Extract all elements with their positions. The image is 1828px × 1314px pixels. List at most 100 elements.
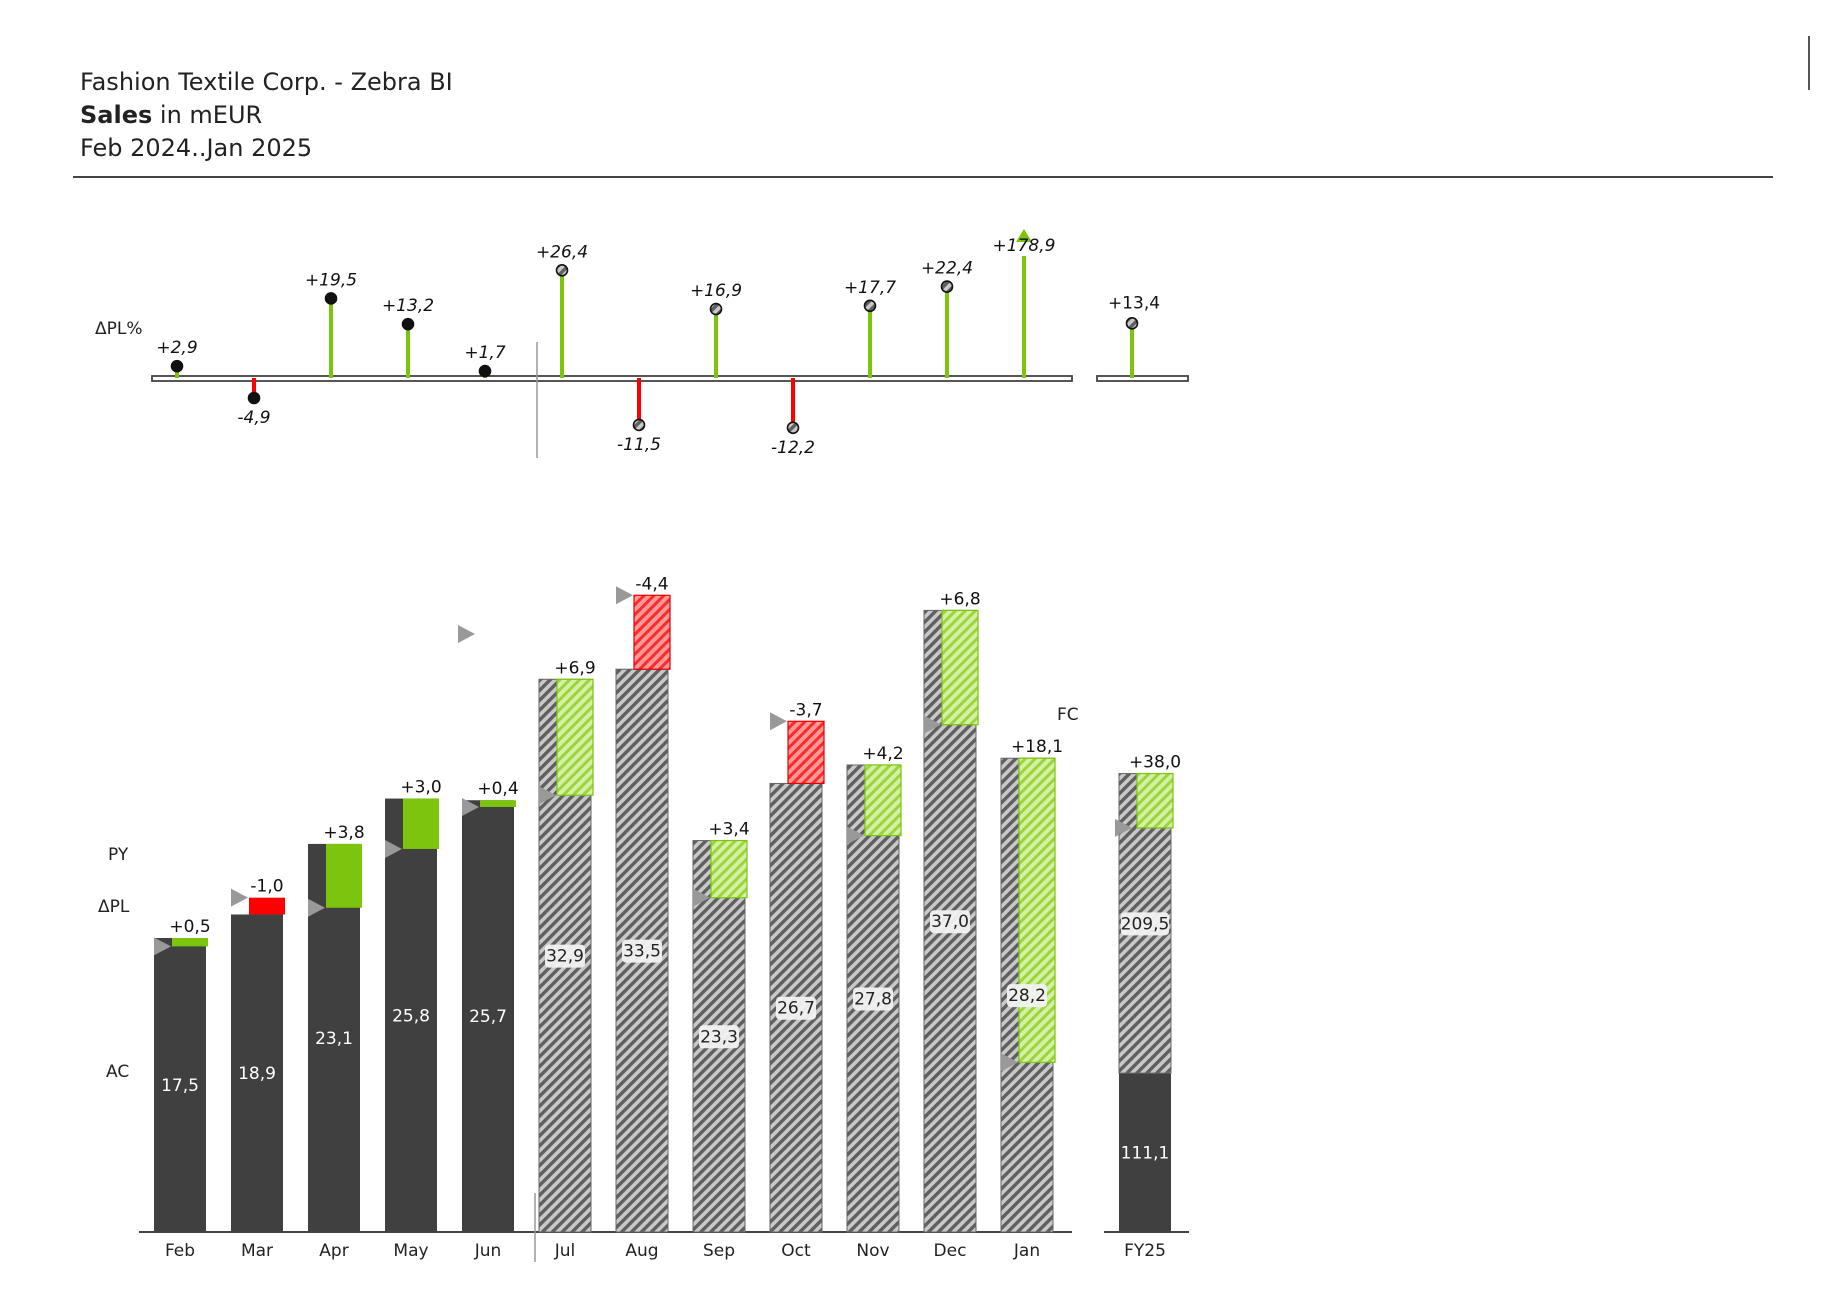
category-label-mar: Mar <box>241 1241 273 1261</box>
value-label-bg-jan <box>1007 984 1047 1008</box>
value-label-nov: 27,8 <box>854 989 892 1009</box>
delta-pl-bar-jun <box>480 800 516 807</box>
row-label-previous-year: PY <box>108 845 129 865</box>
delta-pl-percent-label-jun: +1,7 <box>464 343 505 363</box>
previous-year-marker-jun <box>462 797 479 816</box>
category-label-feb: Feb <box>165 1241 195 1261</box>
delta-pl-percent-label-oct: -12,2 <box>771 438 815 458</box>
previous-year-marker-sep <box>693 888 710 907</box>
delta-pl-label-jul: +6,9 <box>554 658 595 678</box>
company-title: Fashion Textile Corp. - Zebra BI <box>80 68 453 96</box>
delta-pl-percent-label-mar: -4,9 <box>237 408 270 428</box>
delta-pl-label-aug: -4,4 <box>635 574 668 594</box>
outlier-arrow-icon <box>1016 229 1032 242</box>
delta-pl-percent-total-baseline <box>1096 375 1189 382</box>
total-delta-pl-bar <box>1136 772 1174 829</box>
category-label-sep: Sep <box>703 1241 735 1261</box>
delta-pl-label-jun: +0,4 <box>477 779 518 799</box>
delta-pl-label-oct: -3,7 <box>789 700 822 720</box>
category-label-jul: Jul <box>554 1241 576 1261</box>
total-actual-label: 111,1 <box>1121 1144 1170 1164</box>
delta-pl-label-dec: +6,8 <box>939 589 980 609</box>
delta-pl-bar-aug <box>633 594 671 670</box>
delta-pl-percent-dot-may <box>401 317 415 331</box>
delta-pl-bar-jul <box>556 678 594 796</box>
delta-pl-percent-dot-nov <box>863 299 877 313</box>
period-title: Feb 2024..Jan 2025 <box>80 134 313 162</box>
chart-header: Fashion Textile Corp. - Zebra BI Sales i… <box>80 66 453 165</box>
delta-pl-label-sep: +3,4 <box>708 820 749 840</box>
delta-pl-label-may: +3,0 <box>400 778 441 798</box>
delta-pl-label-nov: +4,2 <box>862 744 903 764</box>
value-label-bg-aug <box>622 939 662 963</box>
value-label-bg-sep <box>699 1025 739 1049</box>
value-label-dec: 37,0 <box>931 912 969 932</box>
delta-pl-percent-label-apr: +19,5 <box>305 270 357 290</box>
measure-name: Sales <box>80 101 153 129</box>
category-label-fy25: FY25 <box>1124 1241 1166 1261</box>
value-label-bg-oct <box>776 996 816 1020</box>
delta-pl-percent-baseline <box>151 375 1073 382</box>
delta-pl-percent-dot-apr <box>324 292 338 305</box>
delta-pl-percent-dot-jul <box>555 263 569 277</box>
forecast-label: FC <box>1057 705 1079 725</box>
value-label-apr: 23,1 <box>315 1029 353 1049</box>
row-label-delta-pl-percent: ΔPL% <box>95 319 143 339</box>
delta-pl-bar-apr <box>326 843 362 908</box>
value-label-feb: 17,5 <box>161 1076 199 1096</box>
delta-pl-percent-dot-feb <box>170 359 184 373</box>
category-label-aug: Aug <box>625 1241 658 1261</box>
previous-year-marker-nov <box>847 826 864 845</box>
delta-pl-bar-mar <box>249 897 285 915</box>
category-label-nov: Nov <box>856 1241 889 1261</box>
delta-pl-bar-oct <box>787 720 825 785</box>
delta-pl-bar-dec <box>941 609 979 726</box>
delta-pl-percent-dot-aug <box>632 418 646 432</box>
previous-year-marker-apr <box>308 898 325 917</box>
delta-pl-percent-dot-dec <box>940 280 954 293</box>
total-delta-pl-percent-dot <box>1125 317 1139 330</box>
category-label-jun: Jun <box>474 1241 502 1261</box>
value-label-oct: 26,7 <box>777 999 815 1019</box>
delta-pl-percent-dot-mar <box>247 391 261 405</box>
delta-pl-bar-feb <box>172 938 208 947</box>
value-label-mar: 18,9 <box>238 1064 276 1084</box>
previous-year-marker-aug <box>616 586 633 605</box>
delta-pl-percent-label-aug: -11,5 <box>617 435 661 455</box>
category-label-oct: Oct <box>781 1241 811 1261</box>
value-label-bg-dec <box>930 910 970 934</box>
delta-pl-bar-may <box>403 798 439 849</box>
delta-pl-percent-label-feb: +2,9 <box>156 338 197 358</box>
delta-pl-percent-label-may: +13,2 <box>382 296 434 316</box>
measure-unit: in mEUR <box>152 101 263 129</box>
previous-year-marker-jul <box>539 786 556 805</box>
category-label-apr: Apr <box>319 1241 348 1261</box>
delta-pl-percent-label-jul: +26,4 <box>536 242 588 262</box>
previous-year-marker-feb <box>154 937 171 956</box>
measure-title: Sales in mEUR <box>80 99 453 132</box>
value-label-jun: 25,7 <box>469 1007 507 1027</box>
delta-pl-label-apr: +3,8 <box>323 823 364 843</box>
previous-year-marker-dec <box>924 715 941 734</box>
previous-year-marker-jan <box>1001 1053 1018 1072</box>
previous-year-marker-oct <box>770 712 787 731</box>
delta-pl-percent-label-jan: +178,9 <box>993 236 1056 256</box>
category-label-may: May <box>393 1241 428 1261</box>
category-label-dec: Dec <box>934 1241 967 1261</box>
total-delta-pl-percent-label: +13,4 <box>1108 293 1160 313</box>
previous-year-marker-mar <box>231 888 248 907</box>
scrollbar-thumb[interactable] <box>1808 36 1810 90</box>
total-forecast-label: 209,5 <box>1121 914 1170 934</box>
delta-pl-percent-label-sep: +16,9 <box>690 281 742 301</box>
total-actual-bar <box>1119 1073 1171 1232</box>
total-previous-year-marker <box>1115 818 1132 837</box>
bar-feb <box>154 938 206 1232</box>
delta-pl-bar-nov <box>864 764 902 837</box>
bar-may <box>385 798 437 1232</box>
delta-pl-bar-jan <box>1018 757 1056 1063</box>
total-delta-pl-label: +38,0 <box>1129 753 1181 773</box>
total-forecast-label-bg <box>1121 912 1169 936</box>
delta-pl-percent-dot-jun <box>478 364 492 378</box>
value-label-aug: 33,5 <box>623 942 661 962</box>
